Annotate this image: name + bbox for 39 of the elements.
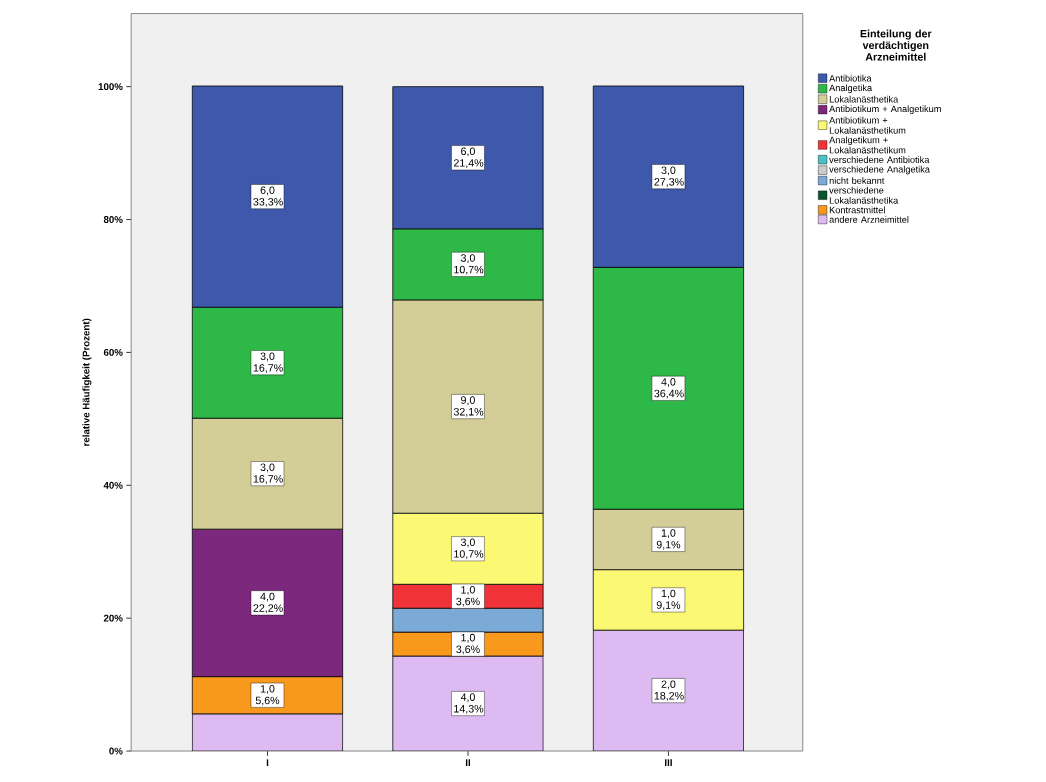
legend-label: verschiedene Antibiotika [829, 156, 930, 163]
legend-label: Lokalanästhetika [829, 95, 899, 103]
data-label: 4,0 22,2% [253, 592, 283, 614]
legend-label: Antibiotikum + Analgetikum [829, 105, 941, 114]
y-tick-label: 60% [103, 348, 123, 356]
data-label: 4,0 14,3% [454, 693, 484, 714]
data-label: 4,0 36,4% [654, 378, 684, 399]
data-label: 2,0 18,2% [654, 680, 684, 701]
legend-label: Antibiotikum + Lokalanästhetikum [829, 116, 906, 134]
data-label: 3,0 16,7% [253, 352, 283, 373]
legend-label: nicht bekannt [829, 177, 885, 184]
data-label: 1,0 9,1% [656, 589, 681, 611]
y-tick-label: 40% [103, 481, 123, 489]
x-tick-label: III [665, 759, 672, 766]
y-tick-label: 20% [103, 614, 123, 622]
data-label: 1,0 5,6% [255, 685, 280, 706]
data-label: 6,0 21,4% [453, 147, 484, 168]
data-label: 6,0 33,3% [253, 186, 283, 207]
data-label: 3,0 10,7% [454, 254, 484, 275]
data-label: 9,0 32,1% [453, 396, 484, 417]
legend-label: verschiedene Analgetika [829, 165, 930, 175]
data-label: 1,0 9,1% [656, 529, 681, 550]
legend-label: verschiedene Lokalanästhetika [829, 186, 899, 204]
legend-label: andere Arzneimittel [829, 216, 909, 223]
data-label: 3,0 10,7% [454, 538, 484, 559]
x-tick-label: II [465, 759, 471, 766]
legend-label: Antibiotika [829, 74, 872, 82]
data-label: 3,0 16,7% [253, 463, 283, 484]
x-tick-label: I [266, 759, 269, 766]
y-tick-label: 0% [109, 747, 123, 755]
y-tick-label: 80% [103, 216, 123, 223]
legend-label: Analgetika [829, 84, 873, 93]
legend-title: Einteilung der verdächtigen Arzneimittel [860, 29, 932, 61]
y-axis-title: relative Häufigkeit (Prozent) [82, 318, 92, 446]
data-label: 1,0 3,6% [456, 586, 480, 607]
y-tick-label: 100% [98, 83, 123, 91]
legend-label: Kontrastmittel [829, 206, 885, 214]
data-label: 1,0 3,6% [456, 633, 480, 655]
data-label: 3,0 27,3% [654, 166, 684, 187]
